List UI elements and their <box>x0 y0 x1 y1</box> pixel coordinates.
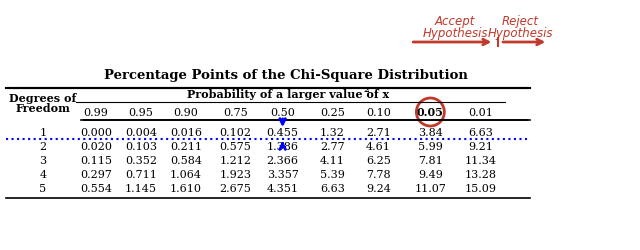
Text: Percentage Points of the Chi-Square Distribution: Percentage Points of the Chi-Square Dist… <box>104 69 468 82</box>
Text: 0.352: 0.352 <box>125 156 157 165</box>
Text: 7.78: 7.78 <box>366 169 391 179</box>
Text: 0.103: 0.103 <box>125 142 157 152</box>
Text: Reject: Reject <box>502 14 539 28</box>
Text: 11.07: 11.07 <box>415 183 446 193</box>
Text: 0.004: 0.004 <box>125 128 157 138</box>
Text: 0.99: 0.99 <box>83 108 108 118</box>
Text: 0.25: 0.25 <box>320 108 345 118</box>
Text: 11.34: 11.34 <box>464 156 496 165</box>
Text: 2.366: 2.366 <box>267 156 299 165</box>
Text: 0.102: 0.102 <box>220 128 252 138</box>
Text: 0.01: 0.01 <box>468 108 493 118</box>
Text: 0.455: 0.455 <box>267 128 299 138</box>
Text: 0.584: 0.584 <box>170 156 202 165</box>
Text: 9.24: 9.24 <box>366 183 391 193</box>
Text: 15.09: 15.09 <box>464 183 496 193</box>
Text: 0.75: 0.75 <box>223 108 248 118</box>
Text: 3.84: 3.84 <box>418 128 443 138</box>
Text: 1.145: 1.145 <box>125 183 157 193</box>
Text: 0.575: 0.575 <box>220 142 252 152</box>
Text: 2.77: 2.77 <box>320 142 345 152</box>
Text: Accept: Accept <box>435 14 476 28</box>
Text: 0.95: 0.95 <box>129 108 153 118</box>
Text: 1.212: 1.212 <box>220 156 252 165</box>
Text: 1.923: 1.923 <box>220 169 252 179</box>
Text: 0.554: 0.554 <box>80 183 112 193</box>
Text: 5: 5 <box>40 183 47 193</box>
Text: 1.386: 1.386 <box>267 142 299 152</box>
Text: 9.21: 9.21 <box>468 142 493 152</box>
Text: 0.115: 0.115 <box>80 156 112 165</box>
Text: 4.351: 4.351 <box>267 183 299 193</box>
Text: 1.32: 1.32 <box>320 128 345 138</box>
Text: 6.25: 6.25 <box>366 156 391 165</box>
Text: 0.020: 0.020 <box>80 142 112 152</box>
Text: 6.63: 6.63 <box>468 128 493 138</box>
Text: 1.064: 1.064 <box>170 169 202 179</box>
Text: Probability of a larger value of x: Probability of a larger value of x <box>187 89 389 100</box>
Text: 1: 1 <box>40 128 47 138</box>
Text: Freedom: Freedom <box>15 103 70 114</box>
Text: 5.99: 5.99 <box>418 142 443 152</box>
Text: 3.357: 3.357 <box>267 169 298 179</box>
Text: 0.05: 0.05 <box>417 107 444 118</box>
Text: Degrees of: Degrees of <box>10 92 77 103</box>
Text: 4.11: 4.11 <box>320 156 345 165</box>
Text: 0.90: 0.90 <box>173 108 198 118</box>
Text: 0.10: 0.10 <box>366 108 391 118</box>
Text: 2.71: 2.71 <box>366 128 391 138</box>
Text: 0.016: 0.016 <box>170 128 202 138</box>
Text: 0.000: 0.000 <box>80 128 112 138</box>
Text: 2: 2 <box>363 86 369 94</box>
Text: 0.211: 0.211 <box>170 142 202 152</box>
Text: 0.50: 0.50 <box>270 108 295 118</box>
Text: 13.28: 13.28 <box>464 169 496 179</box>
Text: Hypothesis: Hypothesis <box>488 26 553 39</box>
Text: 9.49: 9.49 <box>418 169 443 179</box>
Text: 4.61: 4.61 <box>366 142 391 152</box>
Text: 1.610: 1.610 <box>170 183 202 193</box>
Text: 0.711: 0.711 <box>125 169 157 179</box>
Text: 0.297: 0.297 <box>80 169 112 179</box>
Text: 6.63: 6.63 <box>320 183 345 193</box>
Text: 4: 4 <box>40 169 47 179</box>
Text: 5.39: 5.39 <box>320 169 345 179</box>
Text: 7.81: 7.81 <box>418 156 443 165</box>
Text: 3: 3 <box>40 156 47 165</box>
Text: 2: 2 <box>40 142 47 152</box>
Text: 2.675: 2.675 <box>220 183 252 193</box>
Text: Hypothesis: Hypothesis <box>422 26 488 39</box>
